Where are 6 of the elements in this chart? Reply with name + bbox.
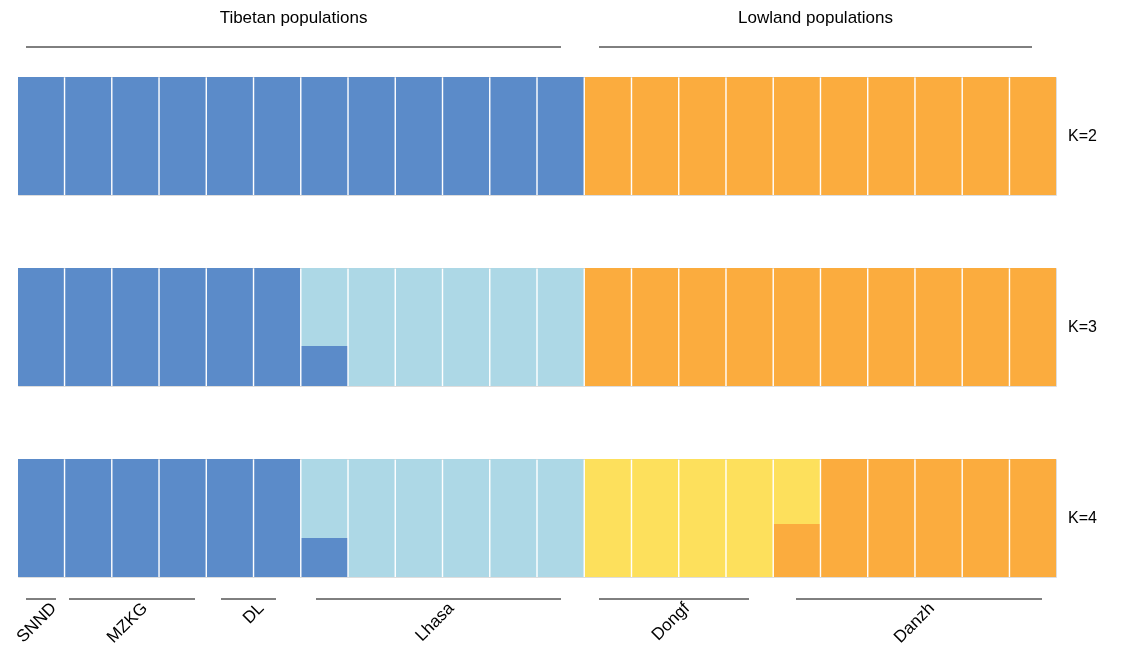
text: DL: [238, 598, 268, 628]
y-axis-title: K=3: [1068, 318, 1098, 335]
text: Lowland populations: [737, 8, 894, 27]
text: Tibetan populations: [219, 8, 368, 27]
y-axis-title: K=2: [1068, 127, 1098, 144]
y-axis-title: K=4: [1068, 509, 1098, 526]
